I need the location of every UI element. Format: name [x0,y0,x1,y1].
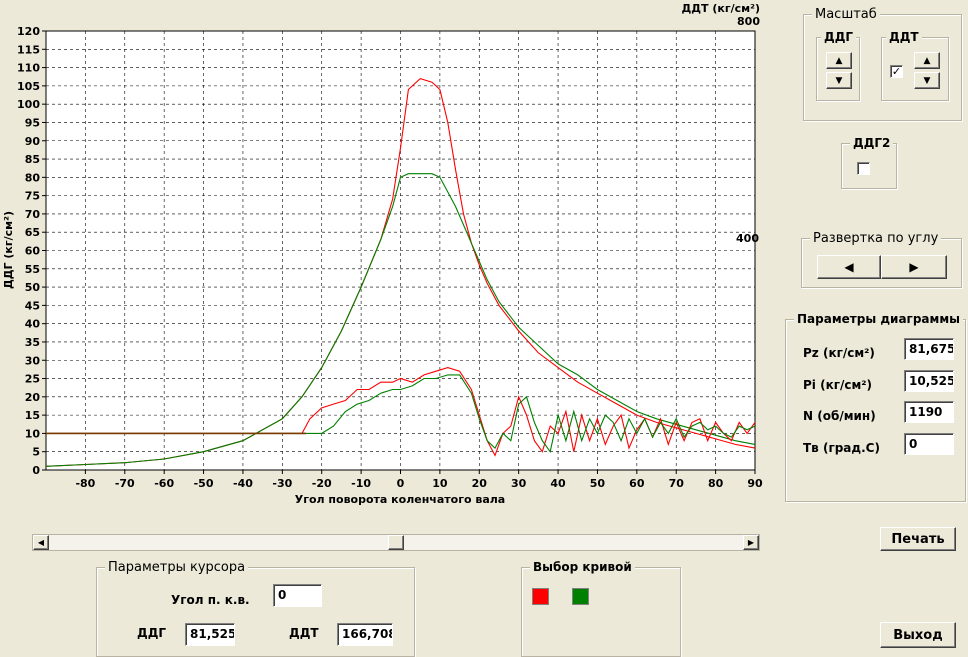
green-curve-swatch[interactable] [572,588,589,605]
cursor-params-title: Параметры курсора [105,560,249,575]
series-line-3 [46,374,756,454]
cursor-ddg-label: ДДГ [137,626,167,640]
y-tick-label: 85 [25,153,40,166]
y-tick-label: 20 [25,391,41,404]
x-tick-label: 40 [550,477,566,490]
cursor-ddt-field[interactable]: 166,708 [337,623,393,646]
y-axis-label: ДДГ (кг/см²) [2,211,15,289]
right-tick-800: 800 [737,15,760,28]
red-curve-swatch[interactable] [532,588,549,605]
pi-label: Pi (кг/см²) [803,378,873,392]
scale-group-title: Масштаб [812,7,880,22]
angle-field[interactable]: 0 [273,584,322,607]
chart-panel: 0 5 10 15 20 25 30 35 40 45 50 55 60 65 70 75 80 85 90 95 10… [2,2,763,506]
x-tick-label: -80 [75,477,95,490]
y-tick-label: 30 [25,354,41,367]
y-tick-label: 35 [25,336,40,349]
y-tick-label: 10 [25,427,41,440]
y-tick-label: 5 [32,446,40,459]
y-tick-label: 55 [25,263,40,276]
tv-label: Тв (град.С) [803,441,880,455]
y-tick-label: 80 [25,171,41,184]
y-tick-label: 70 [25,208,41,221]
x-tick-label: -40 [233,477,253,490]
cursor-params-group: Параметры курсора Угол п. к.в. 0 ДДГ 81,… [96,560,415,657]
y-tick-label: 60 [25,245,41,258]
y-tick-label: 65 [25,226,40,239]
x-tick-label: -70 [115,477,135,490]
diagram-params-title: Параметры диаграммы [794,312,963,326]
y-tick-label: 100 [17,98,40,111]
x-tick-label: -10 [351,477,371,490]
curve-select-group: Выбор кривой [521,560,681,657]
ddg2-checkbox[interactable] [857,162,870,175]
y-tick-label: 105 [17,80,40,93]
tv-field[interactable]: 0 [904,433,954,455]
x-tick-label: 0 [397,477,405,490]
ddg-scale-up-button[interactable]: ▲ [826,52,852,69]
x-tick-label: 90 [747,477,763,490]
y-tick-label: 50 [25,281,41,294]
sweep-group: Развертка по углу ◀ ▶ [801,231,962,288]
cursor-ddt-label: ДДТ [289,626,319,640]
x-tick-label: 20 [472,477,488,490]
series-line-1 [45,173,756,467]
x-tick-label: 30 [511,477,527,490]
scroll-right-button[interactable]: ▶ [743,535,759,550]
ddg-scale-title: ДДГ [821,30,857,44]
ddt-scale-group: ДДТ ✓ ▲ ▼ [881,30,949,101]
right-tick-400: 400 [736,232,759,245]
cursor-ddg-field[interactable]: 81,525 [185,623,235,646]
x-axis-label: Угол поворота коленчатого вала [295,493,505,506]
y-tick-label: 0 [32,464,40,477]
ddg-scale-group: ДДГ ▲ ▼ [816,30,860,101]
pz-field[interactable]: 81,675 [904,338,954,360]
ddg-scale-down-button[interactable]: ▼ [826,72,852,89]
exit-button[interactable]: Выход [880,622,956,648]
x-tick-label: 10 [432,477,448,490]
x-tick-label: -20 [312,477,332,490]
print-button[interactable]: Печать [880,527,956,551]
sweep-left-button[interactable]: ◀ [817,255,881,279]
y-tick-label: 25 [25,373,40,386]
x-tick-label: 50 [590,477,606,490]
ddt-scale-title: ДДТ [886,30,922,44]
y-tick-label: 95 [25,116,40,129]
y-tick-label: 110 [17,62,40,75]
y-tick-label: 90 [25,135,41,148]
x-tick-label: -30 [272,477,292,490]
x-tick-label: 60 [629,477,645,490]
pi-field[interactable]: 10,525 [904,370,954,392]
curve-select-title: Выбор кривой [530,560,635,574]
ddt-scale-checkbox[interactable]: ✓ [890,65,903,78]
y-tick-label: 115 [17,43,40,56]
n-field[interactable]: 1190 [904,401,954,423]
x-tick-label: 80 [708,477,724,490]
ddg2-group-title: ДДГ2 [850,136,894,150]
series-line-2 [46,367,756,457]
y-tick-label: 40 [25,318,41,331]
y-tick-label: 15 [25,409,40,422]
y-tick-label: 45 [25,299,40,312]
x-tick-label: 70 [669,477,685,490]
horizontal-scrollbar[interactable]: ◀ ▶ [32,534,760,551]
diagram-params-group: Параметры диаграммы Pz (кг/см²) 81,675 P… [785,312,966,502]
y-tick-label: 120 [17,25,40,38]
right-axis-title: ДДТ (кг/см²) [681,2,760,15]
x-tick-label: -50 [194,477,214,490]
angle-label: Угол п. к.в. [171,593,250,607]
scroll-thumb[interactable] [388,535,404,550]
scale-group: Масштаб ДДГ ▲ ▼ ДДТ ✓ ▲ ▼ [803,7,962,121]
chart-svg: 0 5 10 15 20 25 30 35 40 45 50 55 60 65 70 75 80 85 90 95 10… [2,2,763,506]
ddt-scale-down-button[interactable]: ▼ [914,72,940,89]
sweep-group-title: Развертка по углу [810,231,942,246]
pz-label: Pz (кг/см²) [803,346,875,360]
scroll-left-button[interactable]: ◀ [33,535,49,550]
y-tick-label: 75 [25,190,40,203]
ddg2-group: ДДГ2 [841,136,897,189]
x-tick-label: -60 [154,477,174,490]
ddt-scale-up-button[interactable]: ▲ [914,52,940,69]
sweep-right-button[interactable]: ▶ [881,255,947,279]
n-label: N (об/мин) [803,409,876,423]
